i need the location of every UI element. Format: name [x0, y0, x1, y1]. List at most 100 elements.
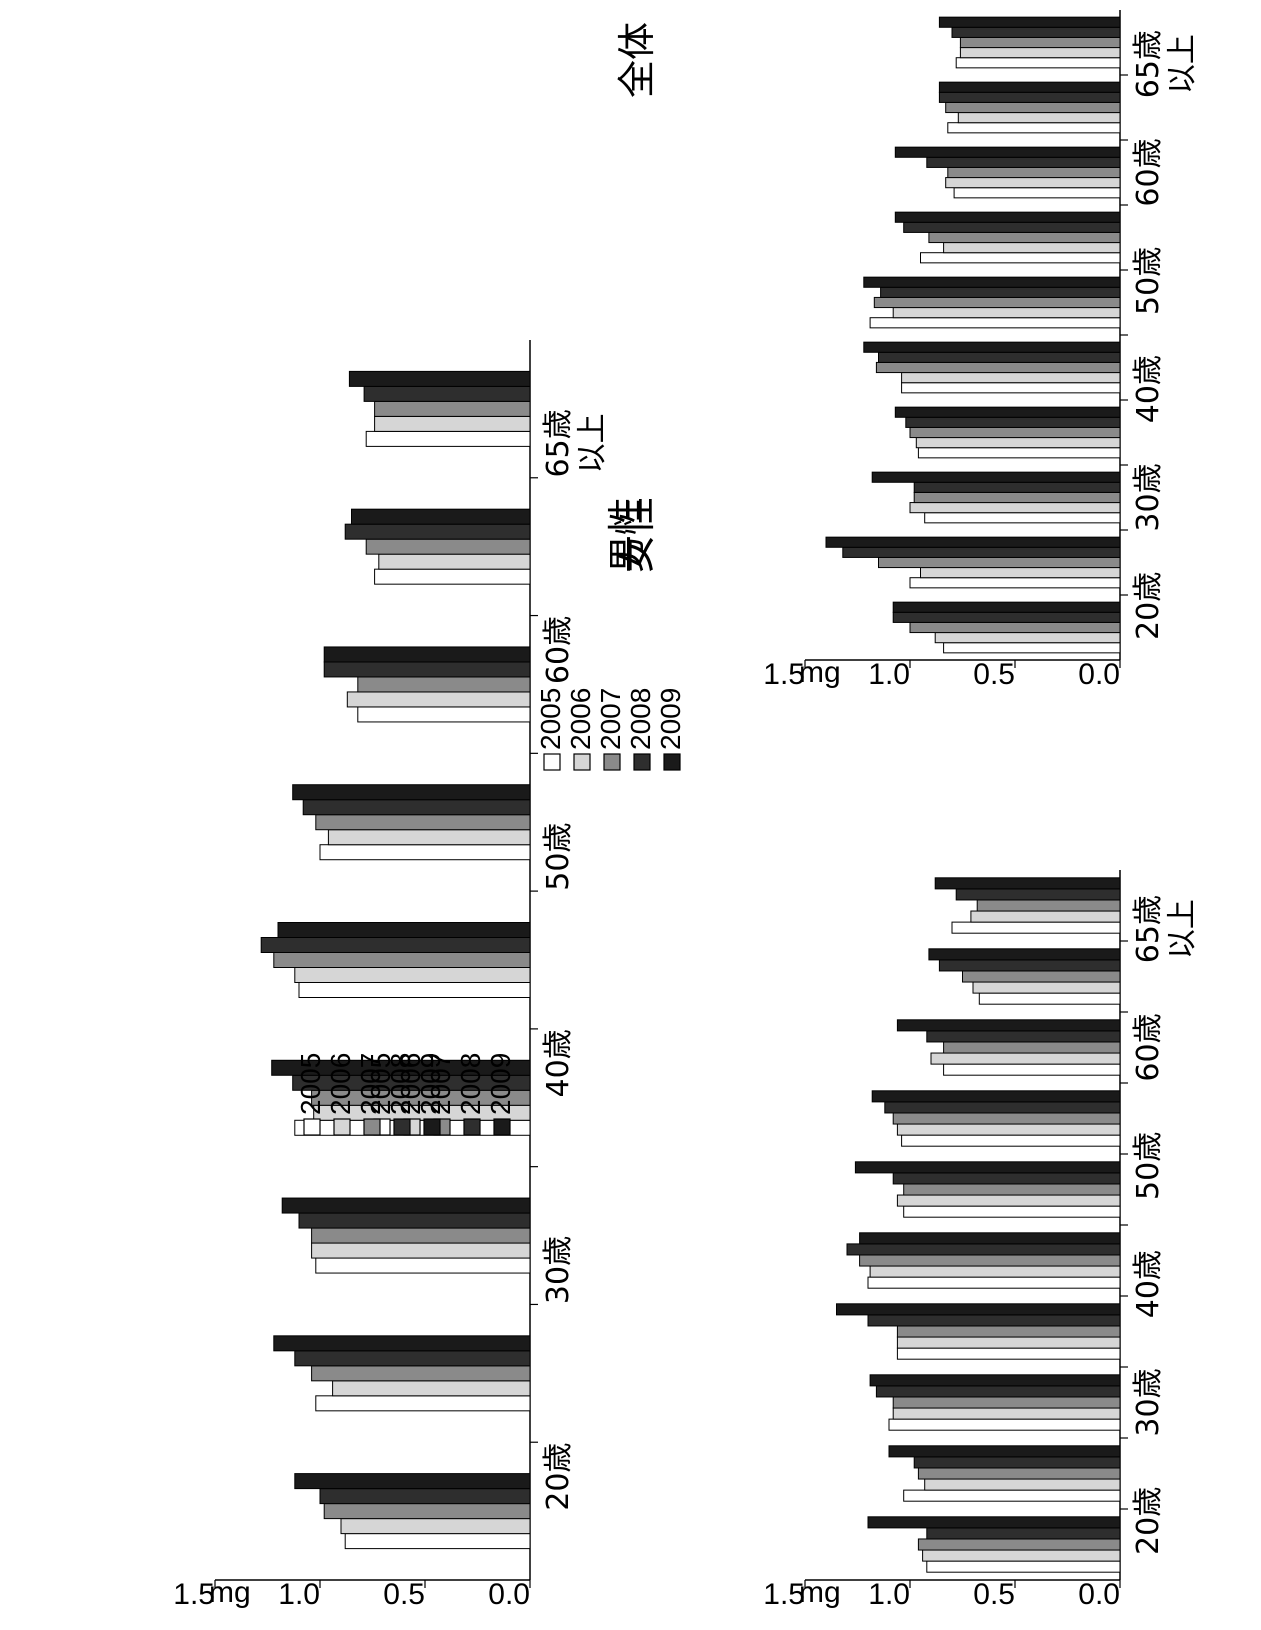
bar-2008-2 — [913, 481, 1121, 493]
legend-swatch — [603, 753, 621, 771]
bar-2008-8 — [938, 959, 1121, 972]
y-tick-label: 1.0 — [278, 1578, 320, 1611]
legend-label: 2005 — [365, 1053, 396, 1115]
unit-label: mg — [209, 1576, 251, 1609]
legend-label: 2009 — [485, 1053, 516, 1115]
legend-swatch — [493, 1118, 511, 1136]
bar-2007-9 — [976, 899, 1121, 912]
bar-2009-3 — [271, 1059, 531, 1076]
bar-2006-2 — [909, 502, 1121, 514]
bar-2005-3 — [917, 447, 1121, 459]
bar-2007-2 — [892, 1396, 1121, 1409]
category-label: 40歳 — [1131, 355, 1166, 423]
bar-2005-9 — [955, 57, 1121, 69]
bar-2007-5 — [315, 814, 531, 831]
chart-0: 0.0 0.5 1.0 1.5mg 20歳 30歳 40歳 50歳 60歳 65歳 以上 全体 2005… — [173, 22, 686, 1611]
legend-label: 2005 — [535, 688, 566, 750]
bar-2008-9 — [951, 26, 1121, 38]
bar-2009-0 — [892, 601, 1121, 613]
bar-2008-6 — [903, 221, 1121, 233]
bar-2005-6 — [901, 1134, 1121, 1147]
bar-2007-7 — [365, 538, 531, 555]
bar-2007-7 — [947, 166, 1121, 179]
bar-2006-7 — [378, 553, 531, 570]
bar-2007-4 — [859, 1254, 1121, 1267]
bar-2008-6 — [884, 1101, 1121, 1114]
bar-2007-6 — [357, 676, 531, 693]
bar-2006-5 — [892, 307, 1121, 319]
bar-2008-4 — [260, 937, 531, 953]
bar-2008-1 — [913, 1456, 1121, 1469]
bar-2005-7 — [374, 568, 531, 585]
bar-2007-1 — [917, 1467, 1121, 1480]
category-label: 40歳 — [541, 1029, 576, 1097]
bar-2006-8 — [957, 112, 1121, 124]
bar-2006-0 — [922, 1549, 1121, 1562]
bar-2005-2 — [888, 1418, 1121, 1431]
bar-2009-5 — [292, 784, 531, 801]
unit-label: mg — [799, 656, 841, 689]
category-label: 20歳 — [1131, 572, 1166, 640]
bar-2006-5 — [896, 1194, 1121, 1207]
y-tick-label: 1.5 — [763, 658, 805, 691]
bar-2009-6 — [894, 211, 1121, 223]
bar-2009-4 — [859, 1232, 1121, 1245]
bar-2006-0 — [340, 1518, 531, 1535]
legend-swatch — [633, 753, 651, 771]
bar-2005-7 — [953, 187, 1121, 199]
bar-2005-1 — [315, 1395, 531, 1412]
bar-2009-4 — [277, 922, 531, 938]
legend-swatch — [573, 753, 591, 771]
bar-2006-9 — [970, 910, 1121, 923]
bar-2009-0 — [867, 1516, 1121, 1529]
y-tick-label: 0.0 — [1078, 658, 1120, 691]
bar-2008-4 — [878, 351, 1121, 363]
category-label: 50歳 — [541, 823, 576, 891]
category-label: 40歳 — [1131, 1250, 1166, 1318]
bar-2005-5 — [869, 317, 1121, 329]
bar-2009-9 — [938, 16, 1121, 28]
bar-2009-1 — [825, 536, 1121, 548]
chart-title: 男性 — [605, 497, 649, 573]
bar-2008-0 — [926, 1527, 1121, 1540]
bar-2005-1 — [903, 1489, 1121, 1502]
bar-2006-5 — [327, 829, 531, 846]
legend-swatch — [543, 753, 561, 771]
bar-2008-2 — [298, 1212, 531, 1229]
bar-2006-8 — [374, 415, 531, 432]
legend-label: 2005 — [295, 1053, 326, 1115]
bar-2007-5 — [873, 296, 1121, 309]
category-label: 65歳 — [1131, 30, 1166, 98]
legend-label: 2009 — [655, 688, 686, 750]
bar-2006-8 — [972, 981, 1121, 994]
bar-2009-5 — [863, 276, 1121, 288]
bar-2006-1 — [332, 1380, 531, 1397]
bar-2008-5 — [892, 1172, 1121, 1185]
category-label: 30歳 — [541, 1236, 576, 1304]
bar-2006-2 — [311, 1242, 531, 1259]
y-tick-label: 1.0 — [868, 658, 910, 691]
legend-swatch — [363, 1118, 381, 1136]
bar-2009-4 — [863, 341, 1121, 353]
bar-2007-1 — [878, 556, 1121, 569]
bar-2006-0 — [934, 632, 1121, 644]
category-label: 以上 — [1165, 899, 1200, 959]
bar-2006-6 — [896, 1123, 1121, 1136]
bar-2009-7 — [351, 508, 531, 525]
bar-2007-8 — [962, 970, 1121, 983]
bar-2008-3 — [867, 1314, 1121, 1327]
y-tick-label: 0.5 — [383, 1578, 425, 1611]
legend-swatch — [423, 1118, 441, 1136]
bar-2006-3 — [896, 1336, 1121, 1349]
bar-2005-4 — [867, 1276, 1121, 1289]
bar-2009-7 — [896, 1019, 1121, 1032]
bar-2008-7 — [344, 523, 531, 540]
legend-swatch — [663, 753, 681, 771]
legend-label: 2006 — [395, 1053, 426, 1115]
bar-2009-3 — [894, 406, 1121, 418]
bar-2005-6 — [920, 252, 1121, 264]
bar-2009-8 — [928, 948, 1121, 961]
y-tick-label: 0.5 — [973, 1578, 1015, 1611]
